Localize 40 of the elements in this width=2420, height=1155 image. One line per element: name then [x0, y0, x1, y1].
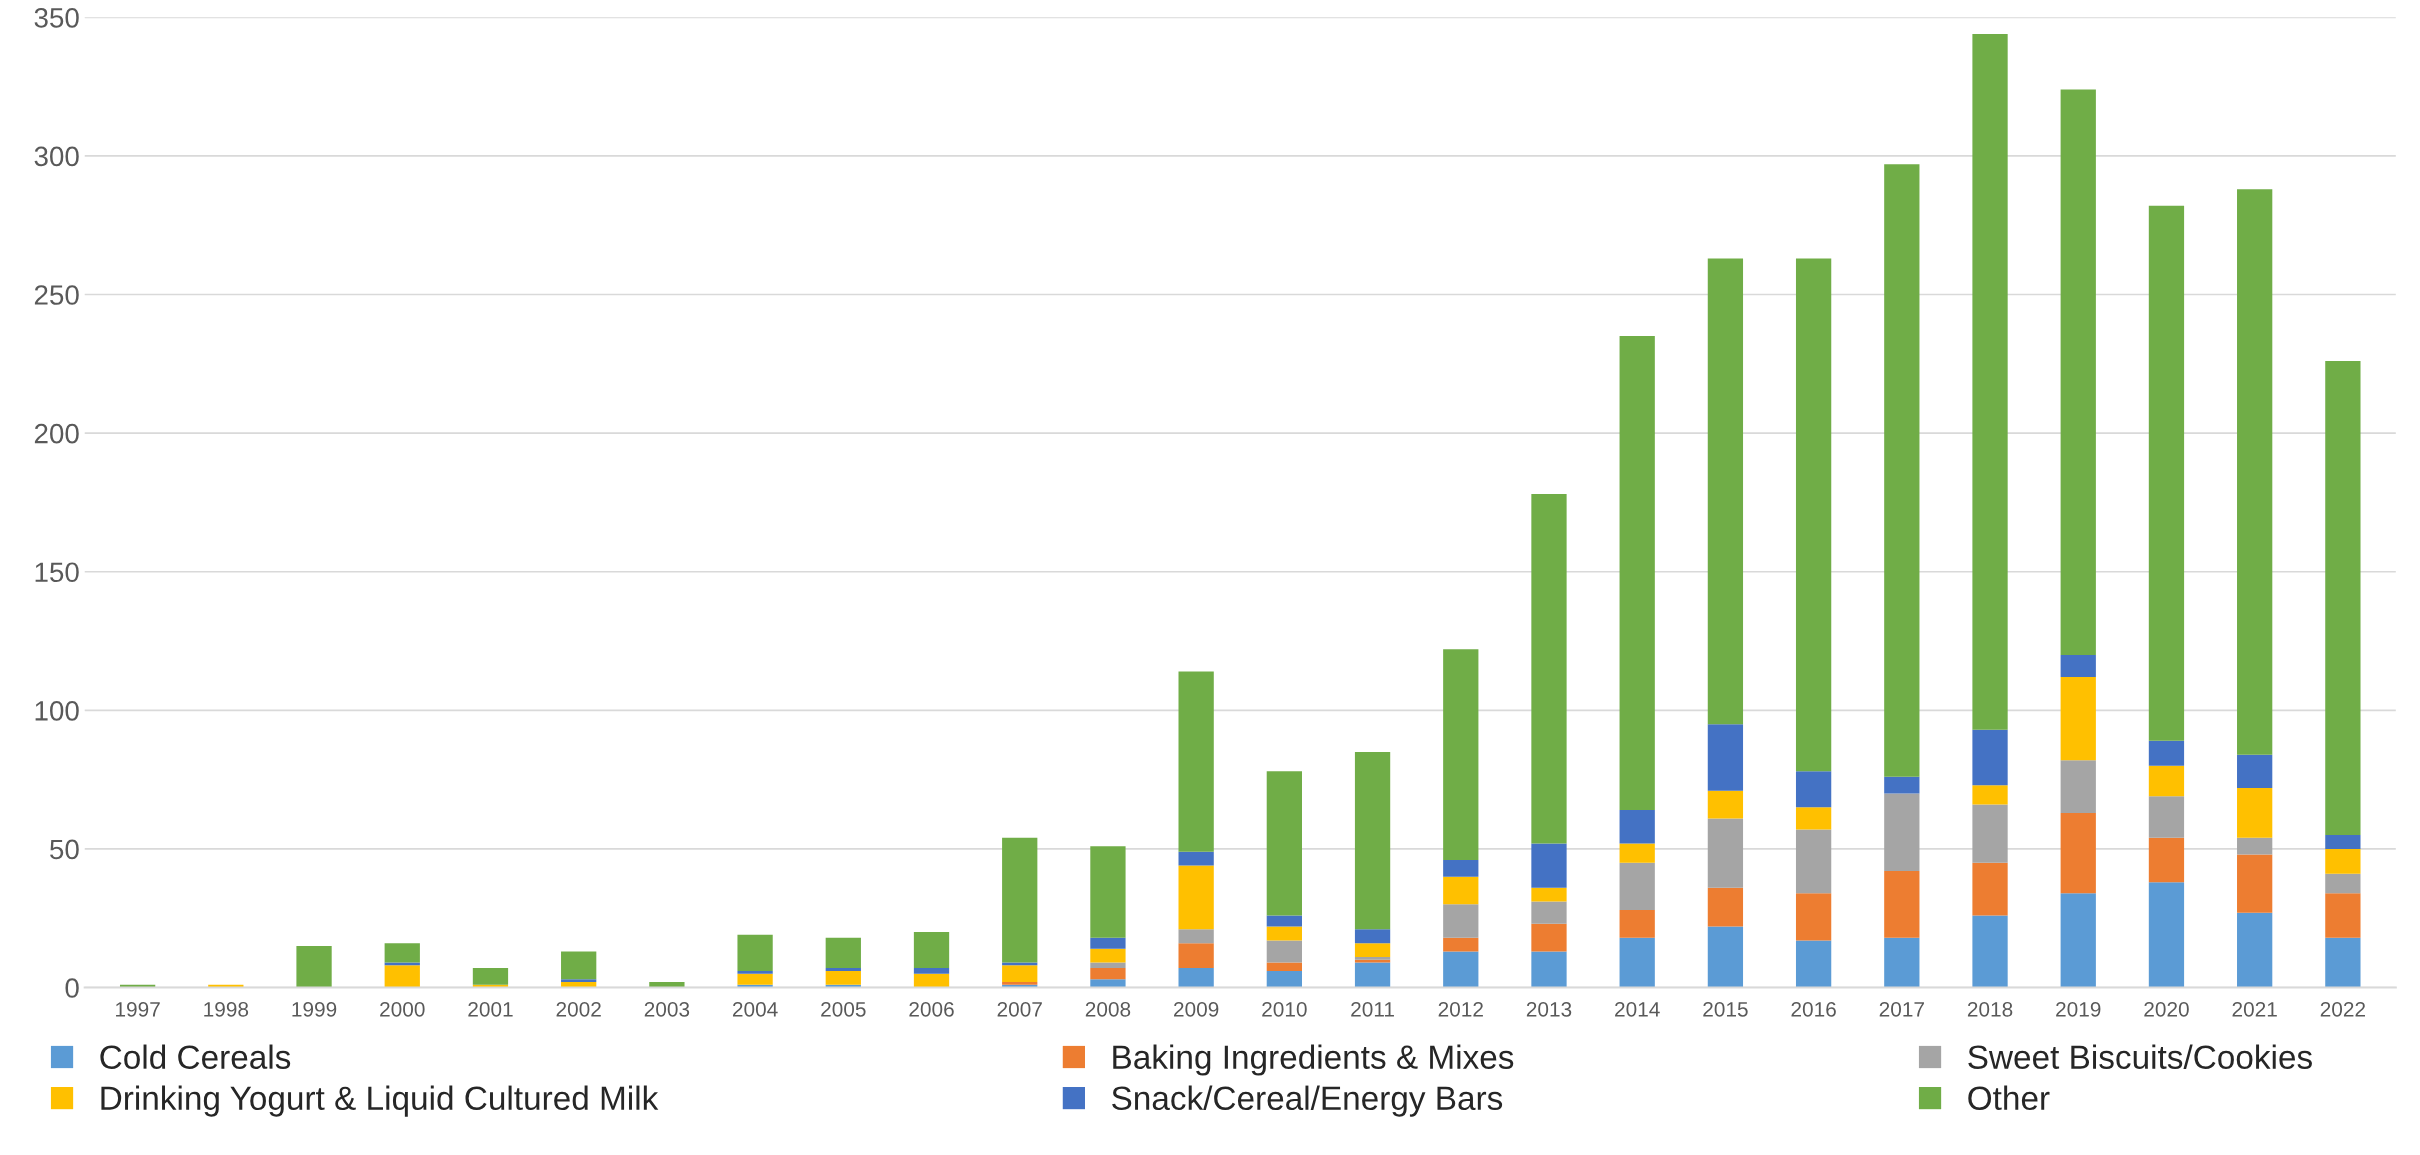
x-tick-label: 2004	[732, 1001, 778, 1017]
x-tick-label: 2001	[468, 1001, 513, 1017]
y-tick-label: 0	[65, 978, 79, 998]
x-tick-label: 2006	[909, 1001, 954, 1017]
y-tick-label: 100	[35, 700, 79, 721]
x-tick-label: 2009	[1174, 1001, 1219, 1017]
x-tick-label: 2003	[644, 1001, 690, 1017]
x-tick-label: 2008	[1085, 1001, 1131, 1017]
legend-label: Snack/Cereal/Energy Bars	[1112, 1085, 1503, 1117]
x-tick-label: 2007	[997, 1001, 1042, 1017]
x-tick-label: 2022	[2320, 1001, 2365, 1017]
legend-label: Sweet Biscuits/Cookies	[1968, 1044, 2312, 1069]
x-tick-label: 2011	[1351, 1001, 1394, 1017]
x-tick-label: 2002	[556, 1001, 601, 1017]
legend-label: Baking Ingredients & Mixes	[1113, 1044, 1514, 1076]
x-tick-label: 1999	[292, 1001, 337, 1017]
x-tick-label: 2021	[2232, 1001, 2277, 1017]
y-tick-label: 150	[35, 562, 79, 583]
x-tick-label: 1998	[204, 1001, 249, 1017]
x-tick-label: 2000	[380, 1001, 425, 1017]
y-tick-label: 350	[34, 7, 79, 28]
x-tick-label: 2012	[1438, 1001, 1483, 1017]
y-tick-label: 250	[34, 285, 79, 305]
legend-label: Cold Cereals	[100, 1044, 291, 1069]
legend-label: Other	[1968, 1085, 2050, 1111]
x-tick-label: 2015	[1703, 1001, 1748, 1017]
x-tick-label: 2016	[1791, 1001, 1836, 1017]
x-tick-label: 2017	[1879, 1001, 1924, 1017]
y-tick-label: 300	[34, 146, 79, 167]
y-tick-label: 200	[34, 423, 79, 444]
x-tick-label: 2018	[1967, 1001, 2013, 1017]
x-tick-label: 2013	[1526, 1001, 1572, 1017]
y-tick-label: 50	[50, 839, 79, 860]
x-tick-label: 2010	[1262, 1001, 1307, 1017]
x-tick-label: 2020	[2144, 1001, 2189, 1017]
x-tick-label: 1997	[116, 1001, 160, 1017]
x-tick-label: 2005	[821, 1001, 866, 1017]
legend-label: Drinking Yogurt & Liquid Cultured Milk	[101, 1085, 659, 1117]
x-tick-label: 2014	[1615, 1001, 1660, 1017]
x-tick-label: 2019	[2056, 1001, 2101, 1017]
